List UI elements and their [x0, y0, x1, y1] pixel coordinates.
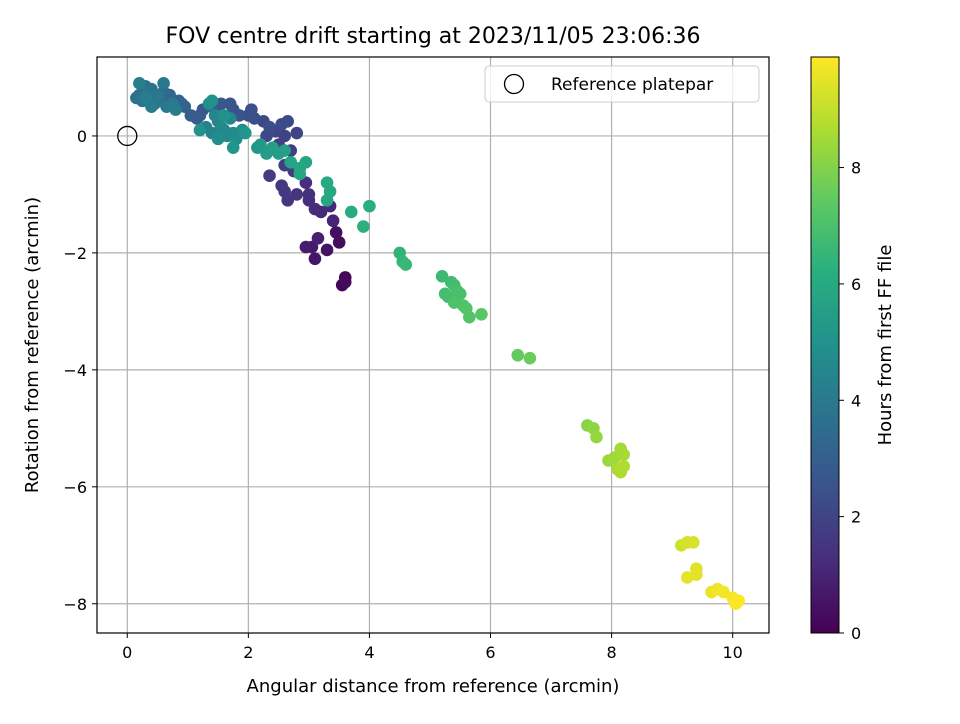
data-point: [302, 188, 316, 201]
data-point: [263, 169, 276, 183]
data-point: [151, 88, 164, 102]
y-axis-label: Rotation from reference (arcmin): [22, 197, 43, 493]
plot-frame: [96, 56, 770, 634]
colorbar-label: Hours from first FF file: [875, 245, 896, 446]
data-point: [239, 126, 252, 140]
legend-box: [484, 65, 760, 103]
data-point: [687, 536, 700, 549]
data-point: [363, 199, 376, 213]
reference-platepar-marker: [117, 125, 138, 147]
data-point: [435, 269, 449, 283]
data-point: [278, 185, 291, 198]
colorbar-ticks: 0 2 4 6 8: [839, 159, 861, 643]
data-point: [145, 100, 158, 114]
data-point: [299, 240, 313, 254]
data-point: [254, 138, 267, 152]
data-point: [453, 287, 467, 301]
data-point: [511, 348, 525, 362]
x-tick-label: 8: [607, 643, 617, 662]
y-tick-label: −2: [63, 244, 87, 263]
data-point: [523, 351, 537, 365]
data-point: [357, 220, 370, 233]
data-point: [290, 188, 304, 201]
chart-title: FOV centre drift starting at 2023/11/05 …: [166, 24, 701, 49]
data-point: [617, 460, 631, 473]
data-point: [311, 231, 325, 245]
legend: Reference platepar: [484, 65, 760, 103]
y-tick-label: −8: [63, 595, 87, 614]
colorbar-tick-label: 6: [851, 275, 861, 294]
data-point: [344, 205, 358, 219]
colorbar-tick-label: 4: [851, 391, 861, 410]
data-point: [290, 126, 304, 140]
data-point: [320, 243, 334, 257]
data-point: [205, 94, 219, 108]
data-point: [332, 236, 346, 249]
data-point: [133, 77, 146, 90]
x-tick-label: 6: [485, 643, 495, 662]
y-tick-label: −4: [63, 361, 87, 380]
data-points: [130, 77, 746, 611]
x-tick-label: 4: [364, 643, 374, 662]
data-point: [732, 594, 746, 608]
data-point: [680, 571, 694, 584]
data-point: [157, 77, 170, 90]
reference-marker-layer: [117, 125, 138, 147]
data-point: [169, 103, 183, 116]
data-point: [338, 275, 352, 289]
data-point: [463, 310, 476, 324]
data-point: [299, 176, 313, 190]
colorbar-tick-label: 2: [851, 508, 861, 527]
data-point: [226, 141, 240, 154]
data-point: [326, 214, 340, 228]
y-axis-ticks: 0 −2 −4 −6 −8: [63, 127, 97, 614]
data-point: [717, 585, 730, 599]
y-tick-label: −6: [63, 478, 87, 497]
data-point: [329, 226, 343, 239]
x-axis-label: Angular distance from reference (arcmin): [247, 676, 620, 697]
x-axis-ticks: 0 2 4 6 8 10: [122, 633, 743, 662]
data-point: [211, 132, 225, 146]
data-point: [617, 448, 631, 461]
data-point: [193, 123, 207, 137]
grid-lines: [97, 57, 769, 633]
data-point: [308, 202, 322, 216]
data-point: [139, 91, 152, 105]
data-point: [214, 120, 228, 134]
x-tick-label: 2: [243, 643, 253, 662]
data-point: [399, 258, 413, 271]
data-point: [245, 103, 258, 116]
colorbar-tick-label: 8: [851, 159, 861, 178]
x-tick-label: 10: [722, 643, 742, 662]
y-tick-label: 0: [77, 127, 87, 146]
data-point: [263, 120, 276, 134]
data-point: [223, 97, 237, 111]
data-point: [299, 155, 313, 169]
legend-label: Reference platepar: [551, 75, 713, 95]
data-point: [275, 117, 288, 131]
data-point: [284, 155, 298, 169]
data-point: [184, 109, 198, 122]
colorbar-tick-label: 0: [851, 624, 861, 643]
data-point: [208, 109, 222, 122]
data-point: [278, 144, 291, 157]
legend-reference-marker: [503, 73, 525, 95]
colorbar-gradient: [810, 56, 840, 634]
data-point: [475, 307, 488, 321]
colorbar: 0 2 4 6 8 Hours from first FF file: [810, 56, 896, 643]
data-point: [590, 430, 603, 444]
data-point: [293, 167, 307, 181]
data-point: [320, 176, 334, 190]
data-point: [217, 109, 231, 122]
x-tick-label: 0: [122, 643, 132, 662]
data-point: [308, 252, 322, 266]
